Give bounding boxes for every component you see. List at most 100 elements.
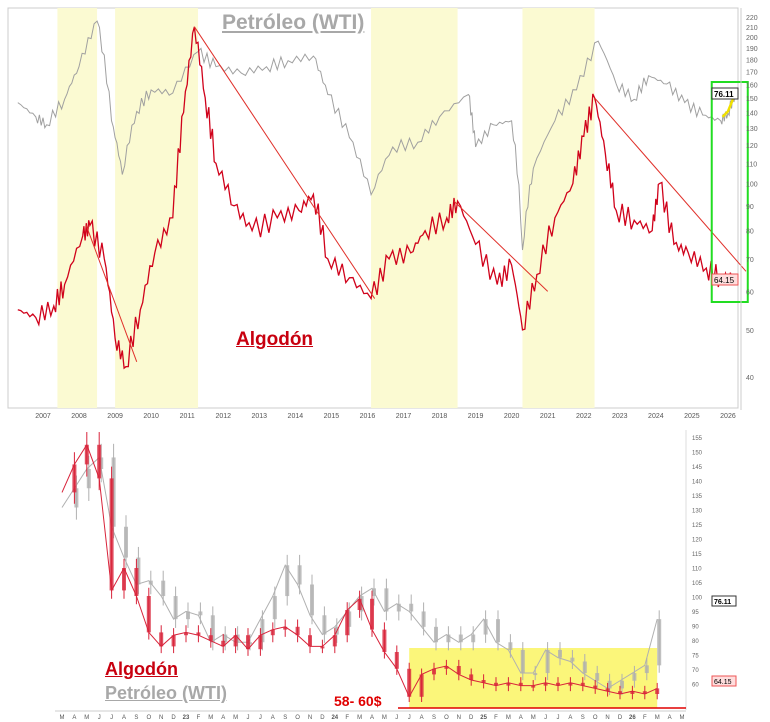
x-tick-label: A (668, 715, 672, 721)
trend-line (85, 225, 138, 362)
y-tick-label: 190 (746, 46, 758, 53)
y-tick-label: 115 (692, 552, 702, 558)
x-tick-label: M (60, 715, 65, 721)
y-tick-label: 90 (692, 625, 699, 631)
y-tick-label: 145 (692, 465, 703, 471)
oil-bar (186, 611, 190, 620)
x-tick-label: J (544, 715, 547, 721)
oil-value-badge (711, 595, 737, 607)
oil-bar (620, 680, 624, 689)
cotton-bar (481, 680, 486, 683)
x-tick-label: M (357, 715, 362, 721)
shaded-period (371, 8, 458, 408)
y-tick-label: 105 (692, 581, 703, 587)
x-tick-label: M (233, 715, 238, 721)
x-tick-label: 24 (331, 715, 338, 721)
cotton-bar (518, 682, 523, 686)
oil-value-badge-text: 76.11 (714, 599, 731, 606)
x-tick-label: F (345, 715, 349, 721)
x-tick-label: 2013 (252, 413, 268, 420)
cotton-bar (419, 674, 424, 697)
x-tick-label: N (457, 715, 461, 721)
cotton-bar (456, 666, 461, 675)
y-tick-label: 180 (746, 57, 758, 64)
x-tick-label: M (208, 715, 213, 721)
cotton-bar (531, 685, 536, 688)
cotton-bar (122, 568, 126, 591)
y-tick-label: 60 (746, 289, 754, 296)
oil-series-line (17, 20, 736, 251)
oil-bar (483, 619, 488, 635)
y-tick-label: 110 (746, 161, 757, 168)
cotton-bar (332, 635, 337, 647)
cotton-bar (184, 632, 188, 636)
cotton-title-label: Algodón (236, 329, 314, 350)
cotton-value-badge (711, 273, 739, 286)
oil-bar (124, 526, 128, 558)
x-tick-label: 2007 (35, 413, 51, 420)
oil-bar (607, 680, 612, 689)
x-tick-label: D (618, 715, 623, 721)
x-tick-label: A (122, 715, 126, 721)
shaded-period (522, 8, 595, 408)
x-tick-label: M (680, 715, 685, 721)
cotton-value-badge (711, 675, 737, 687)
oil-bar (223, 634, 228, 643)
oil-bar (582, 661, 587, 674)
oil-bar (496, 619, 500, 643)
cotton-bar (283, 626, 288, 630)
oil-bar (198, 611, 203, 616)
y-tick-label: 80 (692, 639, 699, 645)
x-tick-label: D (171, 715, 176, 721)
x-tick-label: F (197, 715, 201, 721)
cotton-bar (208, 635, 213, 641)
range-box (409, 648, 658, 708)
x-tick-label: 2017 (396, 413, 412, 420)
y-tick-label: 70 (692, 668, 699, 674)
oil-title-label: Petróleo (WTI) (222, 11, 365, 34)
oil-bar (384, 588, 389, 612)
x-tick-label: N (308, 715, 312, 721)
cotton-bar (196, 632, 201, 636)
x-tick-label: N (605, 715, 609, 721)
shaded-period (57, 8, 98, 408)
oil-bar (471, 634, 476, 643)
cotton-bar (270, 629, 275, 636)
cotton-bar (444, 666, 449, 669)
cotton-bar (295, 626, 300, 636)
y-tick-label: 210 (746, 25, 758, 32)
x-tick-label: M (655, 715, 660, 721)
support-label: 58- 60$ (334, 693, 382, 709)
cotton-bar (655, 688, 660, 694)
x-tick-label: 2021 (540, 413, 556, 420)
x-tick-label: S (283, 715, 287, 721)
cotton-bar (109, 478, 114, 591)
oil-bar (173, 596, 178, 620)
cotton-bar (233, 635, 238, 647)
trend-line (453, 200, 549, 292)
cotton-bar (134, 568, 139, 596)
oil-bar (86, 469, 91, 489)
trend-line (193, 26, 376, 299)
x-tick-label: J (408, 715, 411, 721)
x-tick-label: A (221, 715, 225, 721)
cotton-bar (308, 635, 312, 647)
oil-bar (409, 603, 414, 612)
y-tick-label: 150 (746, 96, 758, 103)
long-term-chart: 220 210 200 190 180 170 160 150 140 130 120 110 100 9… (7, 7, 758, 420)
cotton-bar (407, 668, 412, 697)
oil-bar (161, 580, 166, 597)
y-tick-label: 100 (746, 182, 758, 189)
oil-bar (657, 619, 662, 666)
y-tick-label: 120 (746, 143, 758, 150)
oil-bar (570, 657, 575, 662)
oil-bar (558, 649, 562, 658)
cotton-bar (494, 682, 498, 686)
cotton-bar (345, 610, 350, 636)
y-tick-label: 50 (746, 328, 754, 335)
x-tick-label: 2012 (215, 413, 231, 420)
x-tick-label: 2022 (576, 413, 592, 420)
x-tick-label: 2023 (612, 413, 628, 420)
x-tick-label: 2016 (360, 413, 376, 420)
x-tick-label: A (72, 715, 76, 721)
